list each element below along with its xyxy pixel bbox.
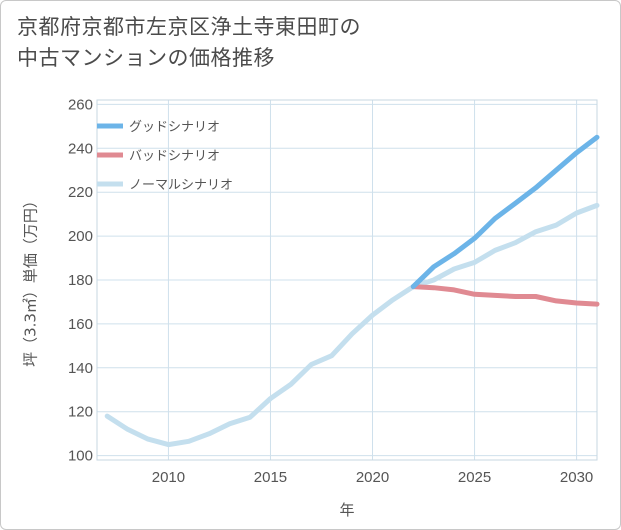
x-tick-label-2010: 2010 bbox=[152, 469, 185, 486]
good-scenario-line bbox=[410, 134, 600, 290]
y-tick-label-160: 160 bbox=[68, 316, 93, 333]
y-tick-label-260: 260 bbox=[68, 96, 93, 113]
y-tick-label-140: 140 bbox=[68, 360, 93, 377]
chart-title-line-1: 京都府京都市左京区浄土寺東田町の bbox=[17, 15, 361, 39]
legend-label-bad: バッドシナリオ bbox=[129, 149, 220, 164]
x-tick-label-2025: 2025 bbox=[458, 469, 491, 486]
x-tick-label-2015: 2015 bbox=[254, 469, 287, 486]
series-lines bbox=[104, 134, 600, 448]
axes bbox=[96, 99, 598, 461]
y-tick-label-100: 100 bbox=[68, 448, 93, 465]
x-axis-label: 年 bbox=[339, 501, 354, 519]
plot-area-border bbox=[96, 99, 598, 461]
y-tick-label-180: 180 bbox=[68, 272, 93, 289]
y-axis-label: 坪（3.3㎡）単価（万円） bbox=[22, 193, 40, 367]
x-tick-label-2030: 2030 bbox=[560, 469, 593, 486]
legend-label-good: グッドシナリオ bbox=[129, 120, 220, 135]
bad-scenario-line bbox=[410, 284, 600, 307]
y-tick-label-220: 220 bbox=[68, 184, 93, 201]
normal-scenario-line bbox=[104, 202, 600, 448]
legend-label-normal: ノーマルシナリオ bbox=[129, 178, 233, 193]
tick-labels: 100 120 140 160 180 200 220 240 260 2010 2015 2020 2… bbox=[68, 96, 593, 486]
y-tick-label-240: 240 bbox=[68, 140, 93, 157]
chart-title: 京都府京都市左京区浄土寺東田町の 中古マンションの価格推移 bbox=[17, 12, 597, 74]
grid-lines bbox=[97, 100, 597, 460]
chart-title-line-2: 中古マンションの価格推移 bbox=[17, 46, 275, 70]
y-tick-label-120: 120 bbox=[68, 404, 93, 421]
y-tick-label-200: 200 bbox=[68, 228, 93, 245]
x-tick-label-2020: 2020 bbox=[356, 469, 389, 486]
